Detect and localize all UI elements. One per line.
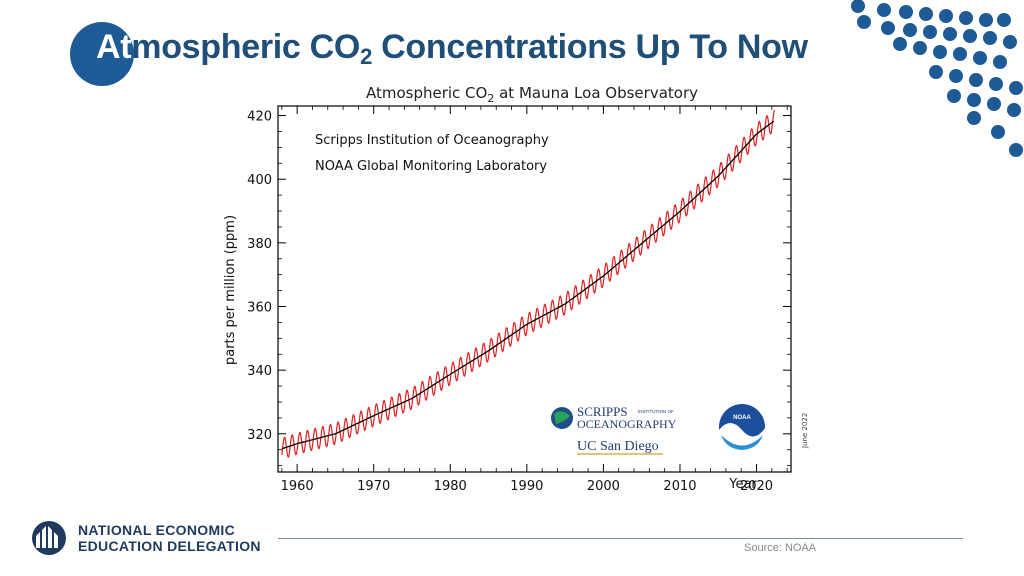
x-axis-label: Year bbox=[728, 477, 757, 492]
decorative-dot bbox=[913, 41, 927, 55]
decorative-dot bbox=[851, 0, 865, 13]
slide-title: Atmospheric CO2 Concentrations Up To Now bbox=[96, 28, 808, 70]
decorative-dot bbox=[963, 29, 977, 43]
decorative-dot bbox=[899, 5, 913, 19]
decorative-dot bbox=[1003, 35, 1017, 49]
title-first-letters: At bbox=[96, 28, 132, 66]
decorative-dot bbox=[947, 89, 961, 103]
decorative-dot bbox=[857, 15, 871, 29]
co2-chart: Atmospheric CO2 at Mauna Loa Observatory… bbox=[223, 84, 809, 494]
noaa-logo: NOAA bbox=[719, 404, 765, 450]
decorative-dot bbox=[991, 125, 1005, 139]
ned-logo bbox=[32, 521, 66, 555]
title-main: mospheric CO bbox=[131, 28, 361, 66]
decorative-dot bbox=[987, 97, 1001, 111]
series-lines bbox=[281, 109, 776, 458]
axis-ticks: 1960 1970 1980 1990 2000 2010 2020 320 340 360 380… bbox=[247, 106, 791, 494]
decorative-dot bbox=[903, 23, 917, 37]
decorative-dot bbox=[943, 27, 957, 41]
x-tick-label: 2020 bbox=[740, 479, 773, 494]
decorative-dot bbox=[979, 13, 993, 27]
decorative-dot bbox=[983, 31, 997, 45]
footer-divider bbox=[278, 538, 963, 539]
x-tick-label: 2010 bbox=[663, 479, 696, 494]
title-accent-circle bbox=[70, 22, 134, 86]
y-tick-label: 320 bbox=[247, 428, 272, 443]
decorative-dot bbox=[1009, 143, 1023, 157]
decorative-dot bbox=[969, 73, 983, 87]
decorative-dot bbox=[989, 77, 1003, 91]
plot-frame bbox=[277, 105, 792, 473]
y-axis-label: parts per million (ppm) bbox=[223, 215, 238, 365]
decorative-dot bbox=[997, 13, 1011, 27]
noaa-water bbox=[721, 435, 763, 450]
x-tick-label: 2000 bbox=[587, 479, 620, 494]
decorative-dot bbox=[993, 55, 1007, 69]
date-stamp: June 2022 bbox=[801, 413, 809, 449]
decorative-dot bbox=[933, 45, 947, 59]
decorative-dot bbox=[877, 3, 891, 17]
decorative-dot bbox=[1009, 81, 1023, 95]
decorative-dot bbox=[919, 7, 933, 21]
decorative-dot bbox=[881, 21, 895, 35]
annotation-noaa: NOAA Global Monitoring Laboratory bbox=[315, 159, 547, 174]
decorative-dot bbox=[893, 37, 907, 51]
decorative-dot bbox=[949, 69, 963, 83]
decorative-dot bbox=[1007, 103, 1021, 117]
decorative-dot bbox=[973, 51, 987, 65]
noaa-text: NOAA bbox=[733, 415, 751, 421]
ned-pillars bbox=[36, 526, 58, 548]
y-tick-label: 340 bbox=[247, 364, 272, 379]
chart-title: Atmospheric CO2 at Mauna Loa Observatory bbox=[366, 84, 698, 105]
y-tick-label: 380 bbox=[247, 237, 272, 252]
x-tick-label: 1960 bbox=[281, 479, 314, 494]
decorative-dot bbox=[923, 25, 937, 39]
source-note: Source: NOAA bbox=[744, 542, 817, 554]
series-trend-line bbox=[281, 120, 775, 450]
decorative-dot-pattern bbox=[851, 0, 1023, 157]
y-tick-label: 400 bbox=[247, 173, 272, 188]
title-subscript: 2 bbox=[360, 44, 373, 69]
decorative-dot bbox=[967, 93, 981, 107]
series-monthly-mean-line bbox=[281, 109, 776, 458]
logo-line-2: EDUCATION DELEGATION bbox=[78, 538, 261, 554]
ucsd-wordmark: UC San Diego bbox=[577, 439, 659, 454]
x-tick-label: 1990 bbox=[510, 479, 543, 494]
x-tick-label: 1980 bbox=[434, 479, 467, 494]
scripps-oceanography: OCEANOGRAPHY bbox=[577, 417, 677, 431]
decorative-dot bbox=[939, 9, 953, 23]
y-tick-label: 420 bbox=[247, 110, 272, 125]
scripps-ucsd-logo: SCRIPPS INSTITUTION OF OCEANOGRAPHY UC S… bbox=[551, 404, 677, 455]
scripps-small-text: INSTITUTION OF bbox=[638, 409, 674, 414]
decorative-dot bbox=[959, 11, 973, 25]
x-tick-label: 1970 bbox=[357, 479, 390, 494]
decorative-dot bbox=[967, 111, 981, 125]
scripps-globe-land bbox=[554, 411, 570, 424]
decorative-dot bbox=[953, 47, 967, 61]
y-tick-label: 360 bbox=[247, 301, 272, 316]
scripps-wordmark: SCRIPPS bbox=[577, 404, 628, 419]
decorative-dot bbox=[929, 65, 943, 79]
annotation-scripps: Scripps Institution of Oceanography bbox=[315, 133, 549, 148]
title-end: Concentrations Up To Now bbox=[372, 28, 808, 66]
logo-line-1: NATIONAL ECONOMIC bbox=[78, 522, 236, 538]
